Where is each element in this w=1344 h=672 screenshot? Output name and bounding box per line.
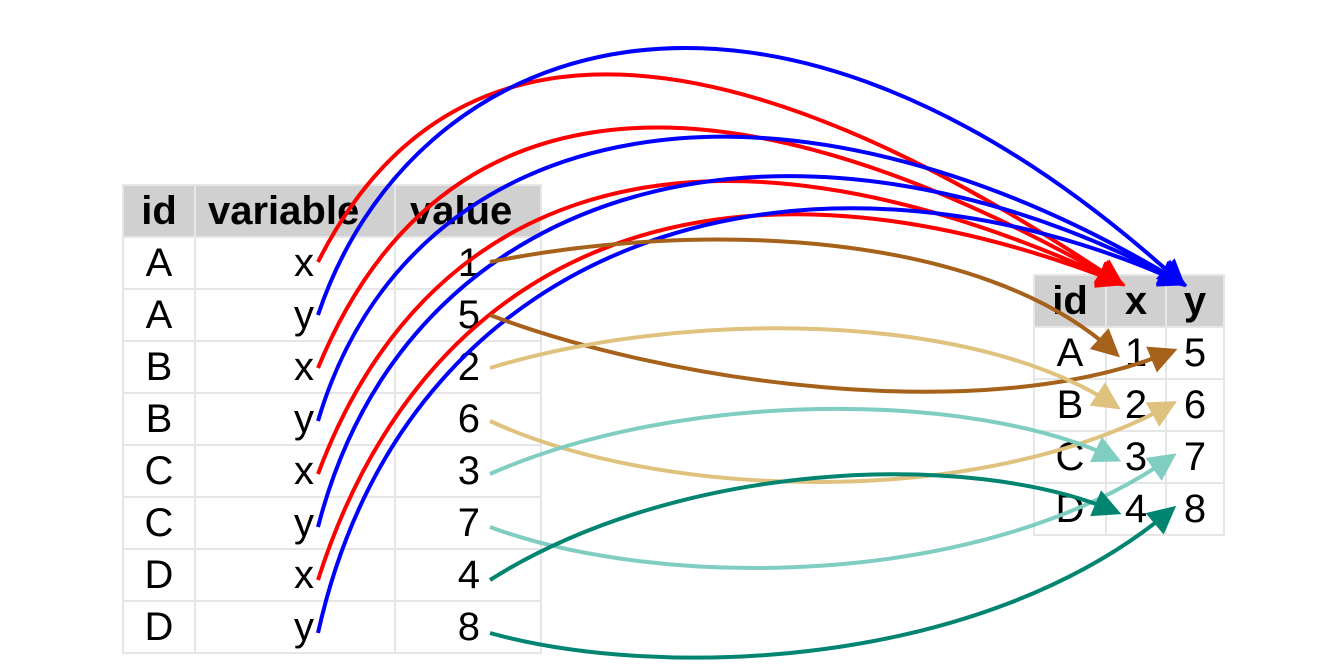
cell-id: A (122, 236, 196, 290)
cell-value: 2 (394, 340, 542, 394)
arrow-value-A-y (489, 313, 1178, 394)
arrow-value-D-x (488, 472, 1122, 582)
cell-id: A (122, 288, 196, 342)
table-row: A y 5 (122, 288, 542, 342)
header-id: id (122, 184, 196, 238)
table-row: B y 6 (122, 392, 542, 446)
header-value: value (394, 184, 542, 238)
table-row: D y 8 (122, 600, 542, 654)
arrow-value-D-y (489, 505, 1177, 660)
cell-id: C (122, 496, 196, 550)
cell-value: 4 (394, 548, 542, 602)
cell-id: D (122, 600, 196, 654)
cell-value: 3 (394, 444, 542, 498)
arrow-value-C-y (489, 453, 1177, 570)
arrow-variable-y-row-2 (316, 46, 1186, 316)
cell-id: C (122, 444, 196, 498)
arrow-variable-x-row-7 (316, 212, 1126, 581)
cell-id: B (122, 392, 196, 446)
arrow-value-B-x (489, 326, 1121, 410)
arrow-value-B-y (489, 401, 1178, 484)
cell-variable: y (194, 392, 396, 446)
arrow-variable-x-row-3 (316, 125, 1125, 369)
cell-variable: x (194, 548, 396, 602)
cell-id: D (122, 548, 196, 602)
cell-variable: y (194, 600, 396, 654)
cell-value: 7 (394, 496, 542, 550)
arrow-value-C-x (489, 406, 1122, 476)
cell-id: B (122, 340, 196, 394)
cell-value: 8 (394, 600, 542, 654)
table-row: B x 2 (122, 340, 542, 394)
cell-variable: x (194, 340, 396, 394)
cell-variable: x (194, 236, 396, 290)
table-row: D x 4 (122, 548, 542, 602)
arrow-value-A-x (489, 237, 1120, 358)
cell-variable: y (194, 288, 396, 342)
cell-value: 6 (394, 392, 542, 446)
arrow-variable-y-row-4 (316, 134, 1187, 422)
arrow-variable-y-row-6 (316, 174, 1188, 528)
